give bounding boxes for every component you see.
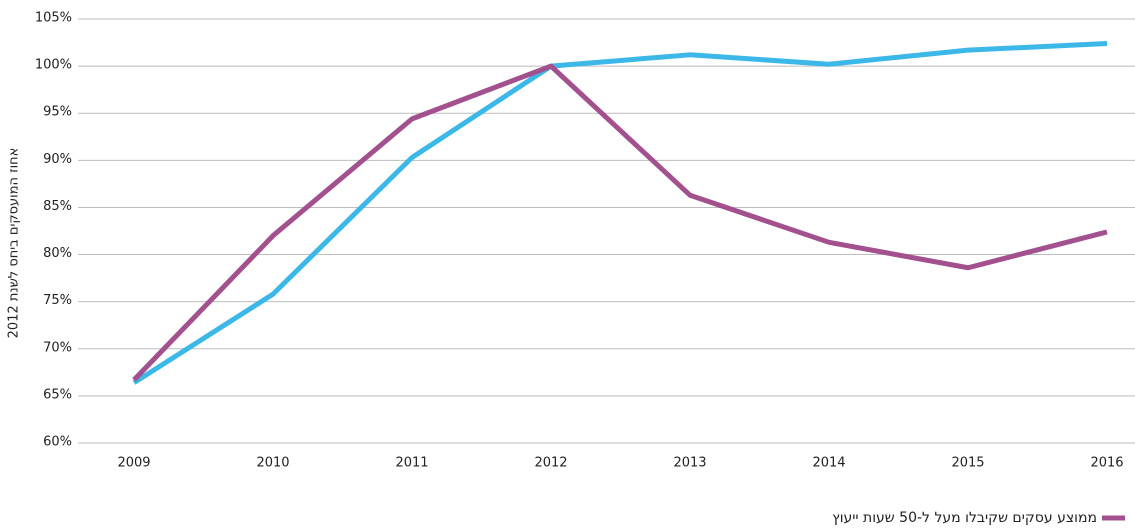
y-tick-label: 65% bbox=[43, 387, 72, 402]
y-tick-label: 85% bbox=[43, 199, 72, 214]
y-tick-label: 60% bbox=[43, 435, 72, 450]
y-tick-label: 90% bbox=[43, 152, 72, 167]
y-tick-label: 70% bbox=[43, 340, 72, 355]
x-tick-label: 2013 bbox=[673, 456, 706, 471]
y-tick-label: 75% bbox=[43, 293, 72, 308]
series-line bbox=[132, 41, 1108, 385]
x-tick-label: 2016 bbox=[1090, 456, 1123, 471]
legend-label: ממוצע עסקים שקיבלו מעל ל-50 שעות ייעוץ bbox=[832, 510, 1097, 526]
x-tick-label: 2011 bbox=[395, 456, 428, 471]
y-axis-label: אחוז המועסקים ביחס לשנת 2012 bbox=[7, 148, 22, 339]
y-tick-label: 100% bbox=[35, 58, 72, 73]
x-tick-label: 2012 bbox=[534, 456, 567, 471]
x-tick-label: 2014 bbox=[812, 456, 845, 471]
y-tick-label: 105% bbox=[35, 11, 72, 26]
y-tick-label: 95% bbox=[43, 105, 72, 120]
x-tick-label: 2009 bbox=[117, 456, 150, 471]
y-tick-label: 80% bbox=[43, 246, 72, 261]
x-tick-label: 2015 bbox=[951, 456, 984, 471]
x-tick-label: 2010 bbox=[256, 456, 289, 471]
series-line bbox=[132, 63, 1108, 382]
